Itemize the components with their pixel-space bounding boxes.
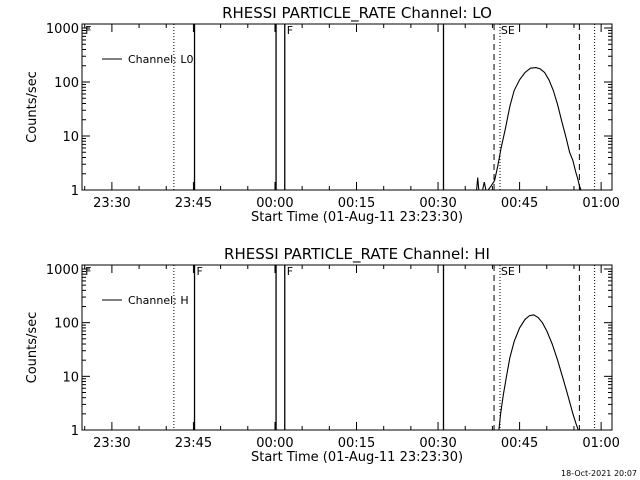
- plot-frame: [81, 264, 613, 431]
- y-tick-label: 1000: [46, 22, 79, 37]
- event-marker-label: SE: [501, 265, 515, 278]
- y-tick-label: 10: [62, 370, 79, 385]
- y-tick-label: 1: [71, 424, 79, 439]
- y-tick-label: 100: [54, 76, 79, 91]
- y-axis-label: Counts/sec: [25, 312, 40, 384]
- x-tick-label: 23:30: [93, 196, 130, 211]
- y-tick-label: 1000: [46, 263, 79, 278]
- y-axis-label: Counts/sec: [25, 71, 40, 143]
- y-tick-label: 1: [71, 184, 79, 199]
- x-axis-label: Start Time (01-Aug-11 23:23:30): [251, 210, 463, 225]
- x-tick-label: 23:45: [175, 196, 212, 211]
- legend-label: Channel: L0: [128, 53, 194, 66]
- x-tick-label: 00:45: [501, 436, 538, 451]
- data-series-line: [476, 67, 582, 191]
- event-marker-label: F: [85, 265, 91, 278]
- data-series-line: [498, 314, 579, 431]
- chart-title: RHESSI PARTICLE_RATE Channel: HI: [224, 245, 490, 264]
- plot-frame: [81, 23, 613, 191]
- event-marker-label: F: [287, 265, 293, 278]
- event-marker-label: F: [287, 24, 293, 37]
- event-marker-label: F: [85, 24, 91, 37]
- x-tick-label: 00:00: [256, 436, 293, 451]
- chart-panel-1: RHESSI PARTICLE_RATE Channel: LO Start Ti…: [25, 4, 620, 225]
- event-marker-label: SE: [501, 24, 515, 37]
- x-tick-label: 00:15: [338, 436, 375, 451]
- legend-label: Channel: H: [128, 294, 189, 307]
- x-tick-label: 00:30: [419, 196, 456, 211]
- x-tick-label: 00:00: [256, 196, 293, 211]
- x-tick-label: 00:15: [338, 196, 375, 211]
- x-tick-label: 00:30: [419, 436, 456, 451]
- chart-title: RHESSI PARTICLE_RATE Channel: LO: [222, 4, 492, 23]
- y-tick-label: 100: [54, 317, 79, 332]
- y-tick-label: 10: [62, 130, 79, 145]
- x-tick-label: 01:00: [582, 196, 619, 211]
- footer-timestamp: 18-Oct-2021 20:07: [561, 469, 637, 478]
- x-tick-label: 00:45: [501, 196, 538, 211]
- chart-panel-2: RHESSI PARTICLE_RATE Channel: HI Start Ti…: [25, 245, 620, 465]
- x-axis-label: Start Time (01-Aug-11 23:23:30): [251, 450, 463, 465]
- event-marker-label: F: [197, 265, 203, 278]
- x-tick-label: 01:00: [582, 436, 619, 451]
- x-tick-label: 23:45: [175, 436, 212, 451]
- x-tick-label: 23:30: [93, 436, 130, 451]
